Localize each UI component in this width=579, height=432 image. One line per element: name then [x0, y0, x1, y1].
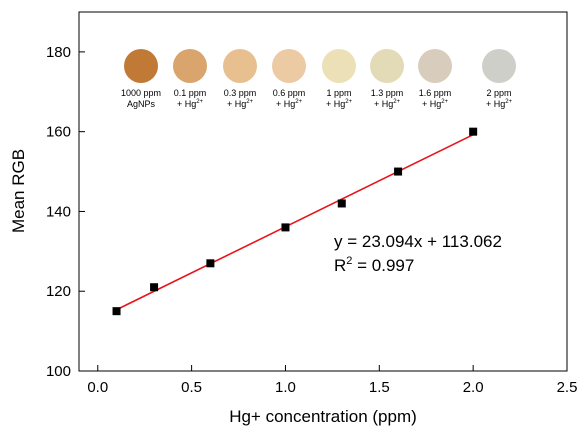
- r2-text: = 0.997: [352, 256, 414, 275]
- x-tick-label: 2.5: [557, 379, 578, 396]
- swatch-label-main: + Hg: [177, 99, 196, 109]
- data-point: [394, 167, 403, 176]
- x-tick-label: 0.0: [87, 379, 108, 396]
- color-swatch: [223, 49, 257, 83]
- swatch-label: 0.1 ppm: [174, 88, 207, 98]
- color-swatch: [173, 49, 207, 83]
- color-swatch: [370, 49, 404, 83]
- swatch-label: + Hg2+: [177, 99, 204, 109]
- swatch-label: 1 ppm: [326, 88, 351, 98]
- swatch-label-main: + Hg: [276, 99, 295, 109]
- data-point: [150, 283, 159, 292]
- swatch-label: 0.6 ppm: [273, 88, 306, 98]
- swatch-label-main: + Hg: [326, 99, 345, 109]
- data-point: [206, 259, 215, 268]
- swatch-label-main: + Hg: [374, 99, 393, 109]
- swatch-label: + Hg2+: [374, 99, 401, 109]
- color-swatch: [124, 49, 158, 83]
- color-swatch: [322, 49, 356, 83]
- fit-line: [116, 133, 474, 311]
- swatch-label: 2 ppm: [486, 88, 511, 98]
- data-point: [469, 127, 478, 136]
- swatch-label-sup: 2+: [505, 99, 512, 105]
- swatch-label-sup: 2+: [246, 99, 253, 105]
- y-axis-title: Mean RGB: [9, 149, 28, 233]
- x-tick-label: 1.0: [275, 379, 296, 396]
- color-swatch: [272, 49, 306, 83]
- data-point: [112, 307, 121, 316]
- swatch-label: + Hg2+: [276, 99, 303, 109]
- swatch-label-sup: 2+: [295, 99, 302, 105]
- swatch-label: 1.3 ppm: [371, 88, 404, 98]
- swatch-label-main: AgNPs: [127, 99, 156, 109]
- r2-sup: 2: [346, 255, 352, 267]
- plot-frame: [78, 11, 568, 372]
- swatch-label: + Hg2+: [326, 99, 353, 109]
- y-tick-label: 180: [46, 44, 71, 61]
- x-tick-label: 1.5: [369, 379, 390, 396]
- swatch-label: + Hg2+: [422, 99, 449, 109]
- r-squared: R2 = 0.997: [334, 255, 414, 275]
- color-swatch: [418, 49, 452, 83]
- swatch-label: 1.6 ppm: [419, 88, 452, 98]
- swatch-label: + Hg2+: [227, 99, 254, 109]
- swatch-label-main: + Hg: [227, 99, 246, 109]
- x-tick-label: 0.5: [181, 379, 202, 396]
- fit-equation: y = 23.094x + 113.062: [334, 232, 502, 251]
- swatch-label-sup: 2+: [345, 99, 352, 105]
- swatch-label-main: + Hg: [422, 99, 441, 109]
- color-swatch: [482, 49, 516, 83]
- x-axis-title: Hg+ concentration (ppm): [229, 407, 417, 426]
- data-point: [337, 199, 346, 208]
- x-tick-label: 2.0: [463, 379, 484, 396]
- swatch-label-sup: 2+: [441, 99, 448, 105]
- swatch-label-sup: 2+: [393, 99, 400, 105]
- swatch-label: + Hg2+: [486, 99, 513, 109]
- data-point: [281, 223, 290, 232]
- y-tick-label: 160: [46, 124, 71, 141]
- swatch-label-main: + Hg: [486, 99, 505, 109]
- swatch-label: 1000 ppm: [121, 88, 161, 98]
- r2-prefix: R: [334, 256, 346, 275]
- swatch-label: AgNPs: [127, 99, 156, 109]
- swatch-label-sup: 2+: [196, 99, 203, 105]
- y-tick-label: 120: [46, 283, 71, 300]
- y-tick-label: 140: [46, 203, 71, 220]
- swatch-label: 0.3 ppm: [224, 88, 257, 98]
- y-tick-label: 100: [46, 363, 71, 380]
